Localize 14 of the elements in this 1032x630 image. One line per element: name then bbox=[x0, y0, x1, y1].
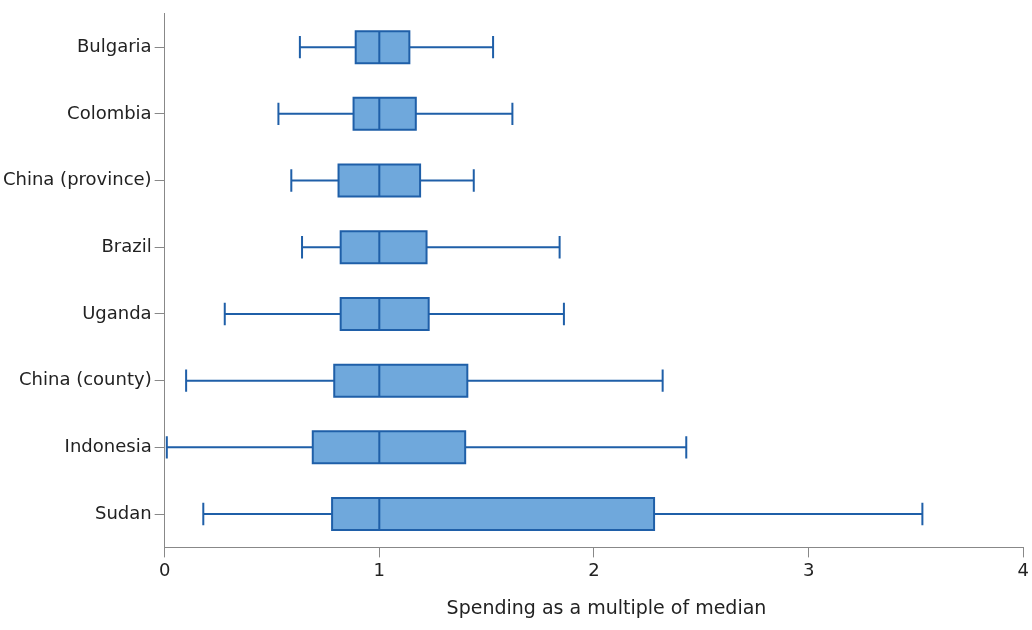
x-tick-label: 3 bbox=[802, 558, 815, 580]
y-tick-label: China (county) bbox=[19, 368, 152, 390]
y-tick-label: Indonesia bbox=[64, 435, 152, 457]
y-tick-label: China (province) bbox=[2, 168, 152, 190]
x-tick-label: 2 bbox=[588, 558, 600, 580]
x-tick-label: 1 bbox=[373, 558, 386, 580]
y-tick-label: Colombia bbox=[67, 101, 152, 123]
y-tick-label: Sudan bbox=[94, 501, 152, 523]
y-tick-label: Uganda bbox=[82, 301, 152, 323]
x-tick-label: 4 bbox=[1017, 558, 1029, 580]
y-tick-label: Brazil bbox=[101, 234, 152, 256]
x-tick-label: 0 bbox=[158, 558, 171, 580]
y-tick-label: Bulgaria bbox=[77, 34, 152, 56]
x-axis-title: Spending as a multiple of median bbox=[445, 596, 768, 618]
